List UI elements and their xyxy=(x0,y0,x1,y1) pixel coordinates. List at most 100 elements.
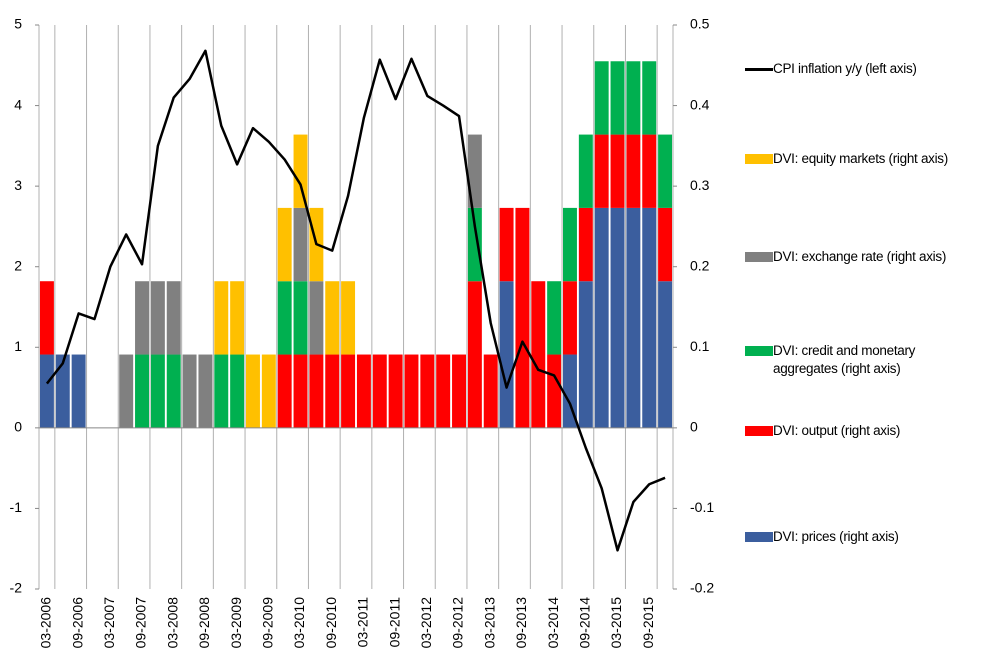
legend-entry: DVI: prices (right axis) xyxy=(745,528,963,546)
y-tick-label: 5 xyxy=(14,16,22,32)
bar-segment xyxy=(626,207,641,428)
x-tick-label: 09-2011 xyxy=(386,597,402,648)
bar-segment xyxy=(293,354,308,428)
legend-label: DVI: equity markets (right axis) xyxy=(773,151,948,166)
bar-segment xyxy=(515,207,530,428)
x-tick-label: 09-2007 xyxy=(133,597,149,649)
legend-entry: DVI: equity markets (right axis) xyxy=(745,150,963,168)
bar-segment xyxy=(436,354,451,428)
bar-segment xyxy=(658,207,673,282)
bar-segment xyxy=(277,207,292,282)
bar-segment xyxy=(39,281,54,355)
bar-segment xyxy=(198,354,213,428)
x-tick-label: 09-2010 xyxy=(323,597,339,649)
line xyxy=(45,49,666,552)
x-tick-label: 09-2009 xyxy=(260,597,276,649)
x-tick-label: 03-2009 xyxy=(228,597,244,649)
bar-segment xyxy=(71,354,86,428)
legend-label: DVI: prices (right axis) xyxy=(773,529,899,544)
bar-segment xyxy=(499,207,514,282)
legend-label: CPI inflation y/y (left axis) xyxy=(773,61,917,76)
x-tick-label: 09-2014 xyxy=(577,597,593,649)
bar-segment xyxy=(467,207,482,282)
bar-segment xyxy=(293,134,308,208)
y2-tick-label: 0.2 xyxy=(690,257,710,273)
x-tick-label: 03-2007 xyxy=(101,597,117,649)
bar-segment xyxy=(246,354,260,428)
bar-segment xyxy=(578,134,593,208)
y-tick-label: 3 xyxy=(14,177,22,193)
bar-segment xyxy=(214,281,229,355)
y-tick-label: 1 xyxy=(14,338,22,354)
bar-segment xyxy=(135,281,149,355)
bar-segment xyxy=(452,354,466,428)
bar-segment xyxy=(309,354,324,428)
bar-segment xyxy=(642,207,657,428)
legend-swatch xyxy=(745,532,773,542)
legend-label: DVI: credit and monetary aggregates (rig… xyxy=(773,343,916,376)
bar-segment xyxy=(372,354,387,428)
bar-segment xyxy=(531,281,546,428)
x-tick-label: 03-2014 xyxy=(545,597,561,649)
bar-segment xyxy=(642,61,657,135)
bar-segment xyxy=(626,61,641,135)
bar-segment xyxy=(563,354,577,428)
legend-swatch xyxy=(745,252,773,262)
bar-segment xyxy=(594,207,609,428)
y-tick-label: 2 xyxy=(14,257,22,273)
bar-segment xyxy=(563,207,577,282)
legend-swatch xyxy=(745,426,773,436)
bar-segment xyxy=(547,354,562,428)
bar-segment xyxy=(309,281,324,355)
x-tick-label: 09-2013 xyxy=(513,597,529,649)
bar-segment xyxy=(578,207,593,282)
legend-label: DVI: exchange rate (right axis) xyxy=(773,249,947,264)
bar-segment xyxy=(230,354,245,428)
bar-segment xyxy=(642,134,657,208)
bar-segment xyxy=(388,354,403,428)
bar-segment xyxy=(293,281,308,355)
bar-segment xyxy=(261,354,276,428)
bar-segment xyxy=(658,281,673,428)
bar-segment xyxy=(356,354,371,428)
bar-segment xyxy=(341,281,356,355)
bar-segment xyxy=(293,207,308,282)
legend-swatch xyxy=(745,346,773,356)
x-tick-label: 03-2013 xyxy=(481,597,497,649)
legend-entry: DVI: credit and monetary aggregates (rig… xyxy=(745,342,963,378)
bar-segment xyxy=(626,134,641,208)
x-tick-label: 03-2011 xyxy=(355,597,371,648)
bar-segment xyxy=(547,281,562,355)
x-tick-label: 03-2008 xyxy=(164,597,180,649)
x-tick-label: 03-2012 xyxy=(418,597,434,649)
bar-segment xyxy=(325,354,340,428)
bar-segment xyxy=(499,281,514,428)
y-tick-label: 4 xyxy=(14,96,22,112)
bar-segment xyxy=(563,281,577,355)
bar-segment xyxy=(578,281,593,428)
bar-segment xyxy=(658,134,673,208)
bar-segment xyxy=(610,134,625,208)
y2-tick-label: -0.2 xyxy=(690,580,714,596)
legend-entry: DVI: exchange rate (right axis) xyxy=(745,248,963,266)
x-tick-label: 03-2015 xyxy=(608,597,624,649)
legend-swatch xyxy=(745,154,773,164)
bar-segment xyxy=(277,281,292,355)
x-tick-label: 09-2006 xyxy=(69,597,85,649)
y-tick-label: -1 xyxy=(10,499,23,515)
x-tick-label: 09-2008 xyxy=(196,597,212,649)
bar-segment xyxy=(182,354,197,428)
bar-segment xyxy=(119,354,134,428)
bar-segment xyxy=(404,354,419,428)
bar-segment xyxy=(166,281,181,355)
bar-segment xyxy=(594,134,609,208)
bar-segment xyxy=(135,354,149,428)
legend-swatch xyxy=(745,68,773,71)
bar-segment xyxy=(610,207,625,428)
legend-label: DVI: output (right axis) xyxy=(773,423,901,438)
bar-segment xyxy=(483,354,498,428)
legend-entry: CPI inflation y/y (left axis) xyxy=(745,60,963,78)
bar-segment xyxy=(420,354,435,428)
bar-segment xyxy=(594,61,609,135)
